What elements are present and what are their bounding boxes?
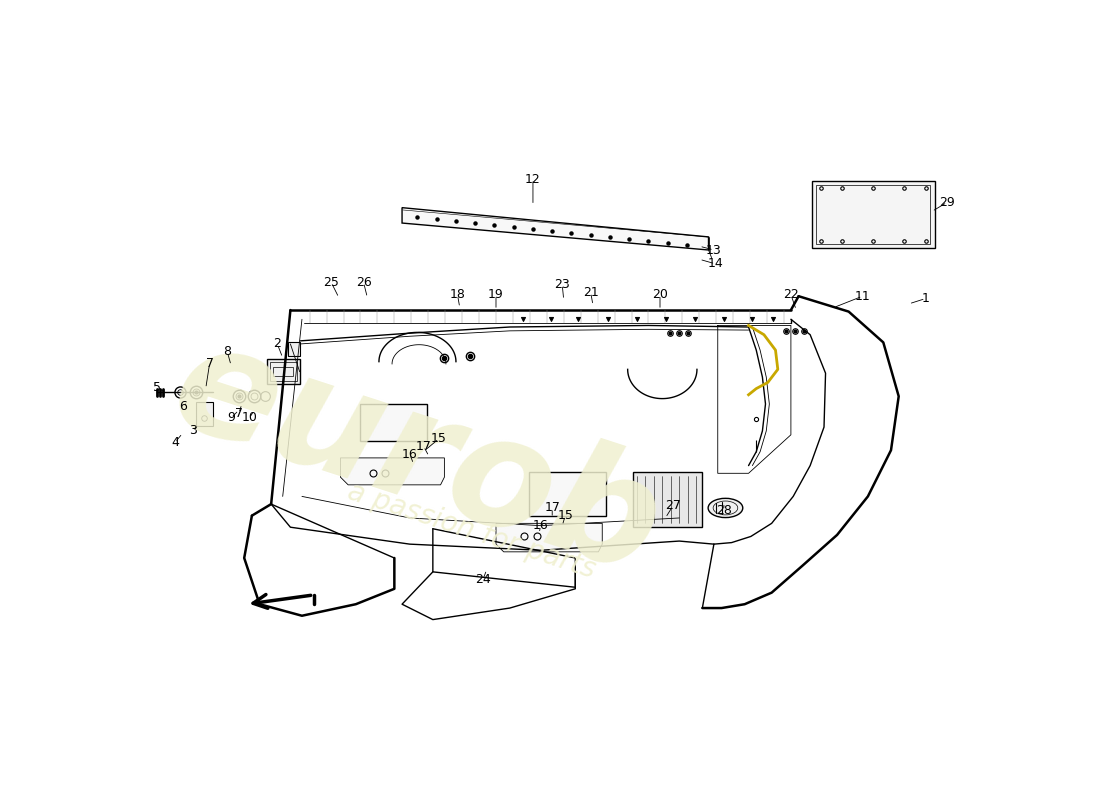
Text: 25: 25: [323, 276, 339, 289]
Text: 16: 16: [532, 519, 549, 532]
Text: 26: 26: [355, 276, 372, 289]
Text: 15: 15: [431, 432, 447, 445]
Bar: [816, 186, 931, 244]
Text: 23: 23: [554, 278, 570, 291]
Bar: [271, 362, 297, 381]
Text: 28: 28: [716, 504, 732, 517]
Text: 11: 11: [855, 290, 870, 302]
Text: 9: 9: [228, 411, 235, 424]
Text: 18: 18: [450, 288, 465, 301]
Bar: [267, 359, 299, 384]
Text: 17: 17: [544, 502, 560, 514]
Polygon shape: [496, 523, 603, 552]
Text: 3: 3: [189, 425, 197, 438]
Bar: [634, 472, 702, 527]
Text: 27: 27: [666, 499, 681, 512]
Polygon shape: [403, 208, 708, 250]
Text: 17: 17: [416, 440, 431, 453]
Text: eurob: eurob: [156, 310, 679, 606]
Text: 4: 4: [170, 436, 179, 449]
Text: 19: 19: [488, 288, 504, 301]
Bar: [288, 342, 300, 356]
Text: 10: 10: [242, 411, 257, 424]
Text: 14: 14: [707, 258, 724, 270]
Bar: [360, 404, 428, 441]
Text: 13: 13: [706, 243, 722, 257]
Text: 22: 22: [783, 288, 799, 301]
Text: 12: 12: [525, 173, 541, 186]
Polygon shape: [341, 458, 444, 485]
Text: 21: 21: [583, 286, 598, 299]
Text: a passion for parts: a passion for parts: [344, 478, 598, 585]
Bar: [274, 367, 294, 376]
Text: 29: 29: [939, 196, 955, 209]
Text: 16: 16: [402, 447, 418, 461]
Text: 15: 15: [558, 509, 573, 522]
Text: 7: 7: [234, 406, 243, 420]
Text: 1: 1: [922, 292, 930, 305]
Ellipse shape: [708, 498, 742, 518]
Text: 24: 24: [475, 573, 491, 586]
Text: 2: 2: [274, 338, 282, 350]
Bar: [196, 402, 212, 426]
Text: 8: 8: [223, 345, 231, 358]
Text: 20: 20: [652, 288, 668, 301]
Text: 6: 6: [178, 400, 187, 413]
Bar: [812, 181, 935, 249]
Text: 5: 5: [153, 381, 162, 394]
Text: 7: 7: [206, 358, 213, 370]
Bar: [529, 472, 606, 517]
